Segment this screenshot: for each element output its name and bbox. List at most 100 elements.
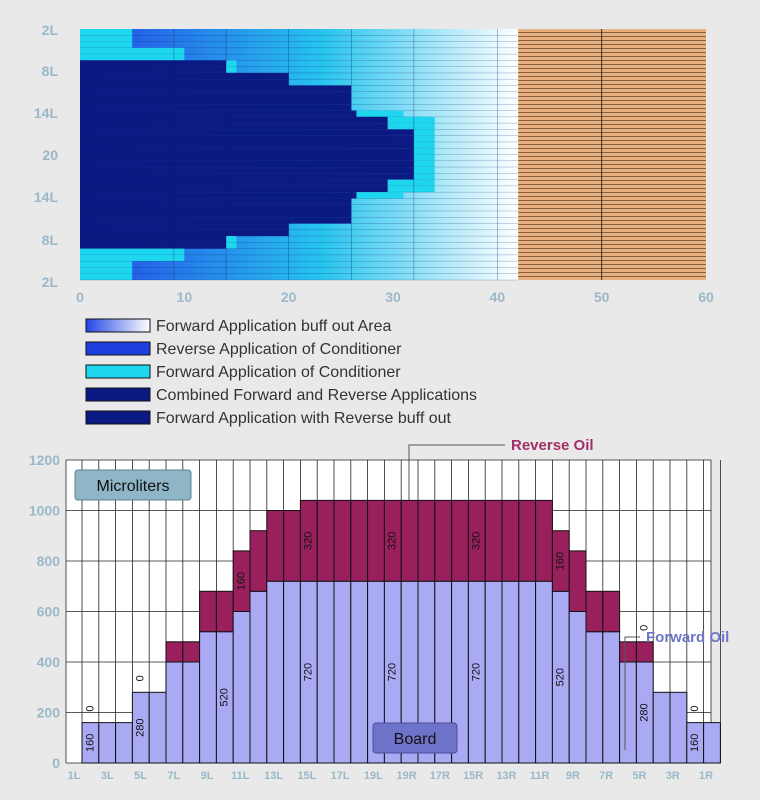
x-tick-label: 13R (496, 770, 516, 782)
legend-entry: Combined Forward and Reverse Application… (85, 387, 477, 404)
combined-segment (80, 123, 388, 130)
forward-segment (387, 123, 435, 130)
combined-segment (80, 210, 352, 218)
x-tick-label: 9L (201, 770, 214, 782)
forward-segment (387, 116, 435, 124)
forward-oil-bar (585, 631, 604, 764)
board-bar (669, 691, 688, 764)
forward-oil-bar (568, 611, 587, 764)
combined-segment (80, 236, 227, 243)
reverse-oil-leader (408, 444, 505, 500)
board-bar (585, 590, 604, 764)
forward-oil-bar (518, 580, 537, 764)
reverse-oil-bar (165, 641, 184, 663)
combined-segment (80, 91, 352, 99)
y-tick-label: 20 (42, 147, 58, 163)
reverse-oil-bar (602, 590, 621, 633)
bar-value-label: 520 (555, 668, 567, 686)
y-tick-label: 8L (42, 63, 59, 79)
forward-oil-bar (316, 580, 335, 764)
forward-segment (80, 273, 133, 280)
combined-segment (80, 129, 414, 136)
forward-segment (80, 54, 185, 61)
bars (81, 499, 721, 764)
board-bar (518, 499, 537, 764)
combined-segment (80, 242, 227, 249)
x-tick-label: 60 (698, 289, 714, 305)
forward-segment (413, 129, 435, 136)
board-bar (199, 590, 217, 764)
bar-labels: 160 0 280 0 520 160 720 320 720 320 720 320 520 160 28… (84, 532, 701, 752)
microliters-box (74, 469, 192, 501)
reverse-oil-bar (585, 590, 604, 633)
row-band (80, 29, 519, 36)
forward-oil-bar (165, 661, 184, 764)
combined-segment (80, 173, 414, 180)
board-bar (451, 499, 469, 764)
forward-segment (226, 66, 237, 73)
x-tick-label: 11L (231, 770, 250, 782)
bar-value-label: 280 (135, 718, 147, 736)
y-tick-label: 1000 (29, 503, 60, 519)
board-bar (333, 499, 352, 764)
legend-entry: Forward Application with Reverse buff ou… (85, 410, 452, 427)
board-bar (551, 530, 570, 764)
x-tick-label: 0 (76, 289, 84, 305)
x-tick-label: 20 (281, 289, 297, 305)
forward-segment (80, 254, 185, 262)
combined-segment (80, 217, 352, 224)
forward-oil-label: Forward Oil (646, 629, 729, 646)
forward-oil-bar (703, 722, 721, 764)
x-tick-label: 1L (68, 770, 81, 782)
forward-segment (226, 242, 237, 249)
forward-oil-bar (652, 691, 671, 764)
forward-oil-bar (283, 580, 301, 764)
y-tick-label: 8L (42, 232, 59, 248)
y-tick-label: 600 (37, 604, 61, 620)
bar-value-label: 320 (303, 532, 315, 550)
x-tick-label: 17R (430, 770, 450, 782)
forward-segment (413, 148, 435, 155)
x-tick-label: 5R (632, 770, 646, 782)
forward-oil-bar (249, 590, 268, 764)
forward-oil-bar (148, 691, 167, 764)
board-bar (148, 691, 167, 764)
board-bar (182, 641, 201, 764)
board-bar (266, 510, 285, 764)
reverse-oil-bar (182, 641, 201, 663)
forward-oil-bar (98, 722, 117, 764)
bar-value-label: 160 (689, 734, 701, 752)
board-bar (484, 499, 503, 764)
combined-segment (80, 192, 357, 199)
hatched-area (518, 29, 706, 280)
combined-segment (80, 135, 414, 142)
x-tick-label: 40 (490, 289, 506, 305)
forward-segment (80, 267, 133, 274)
forward-oil-bar (669, 691, 688, 764)
forward-segment (413, 135, 435, 142)
forward-oil-bar (501, 580, 520, 764)
x-tick-label: 3L (101, 770, 114, 782)
combined-segment (80, 110, 357, 117)
microliters-label: Microliters (97, 478, 170, 495)
legend-swatch (85, 387, 151, 402)
combined-segment (80, 204, 352, 211)
combined-segment (80, 179, 388, 186)
combined-segment (80, 60, 227, 67)
reverse-oil-bar (283, 510, 301, 582)
board-bar (299, 499, 318, 764)
row-band (80, 35, 519, 42)
combined-segment (80, 185, 388, 193)
reverse-oil-bar (451, 499, 469, 582)
combined-segment (80, 98, 352, 105)
bar-value-label: 520 (219, 688, 231, 706)
row-band (80, 254, 519, 262)
forward-segment (80, 248, 185, 255)
combined-segment (80, 79, 289, 86)
forward-oil-bar (266, 580, 285, 764)
combined-segment (80, 72, 289, 80)
x-tick-label: 11R (530, 770, 550, 782)
reverse-oil-bar (619, 641, 637, 663)
bar-value-label: 320 (387, 532, 399, 550)
board-bar (165, 641, 184, 764)
